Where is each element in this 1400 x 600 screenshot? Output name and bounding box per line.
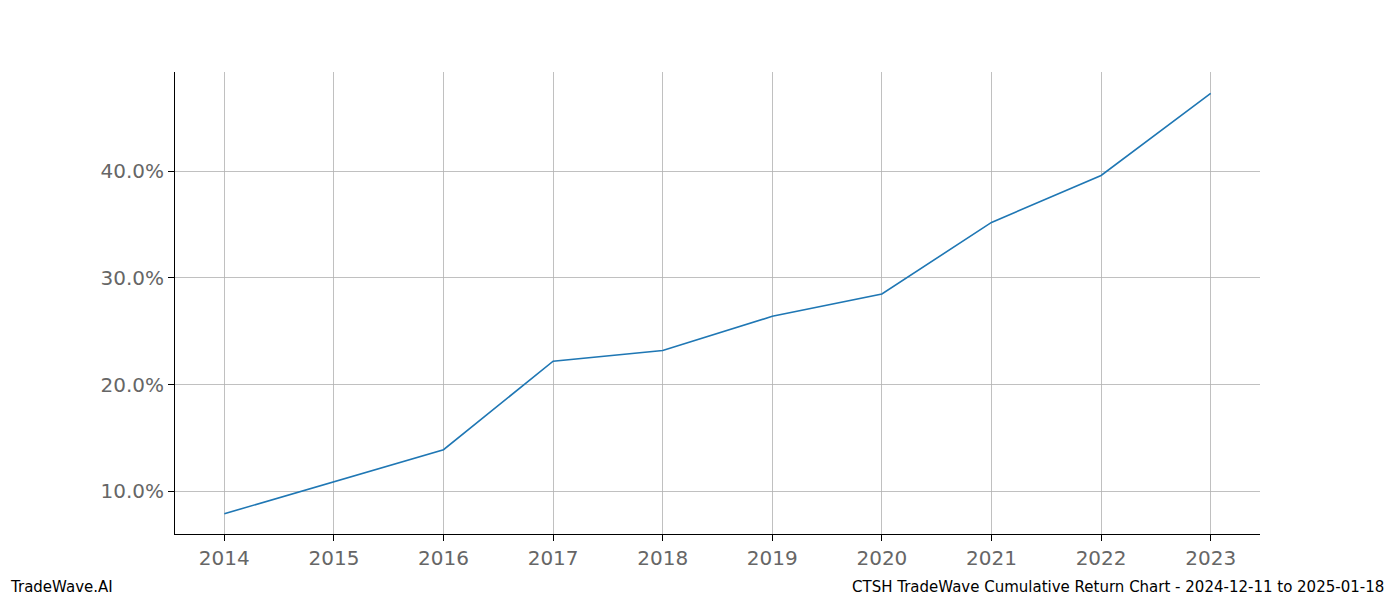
svg-text:TradeWave.AI: TradeWave.AI xyxy=(10,578,113,596)
svg-text:20.0%: 20.0% xyxy=(100,373,164,397)
svg-text:2015: 2015 xyxy=(308,546,359,570)
svg-text:30.0%: 30.0% xyxy=(100,266,164,290)
svg-text:10.0%: 10.0% xyxy=(100,479,164,503)
svg-text:2014: 2014 xyxy=(199,546,250,570)
svg-text:2019: 2019 xyxy=(747,546,798,570)
svg-text:40.0%: 40.0% xyxy=(100,159,164,183)
svg-text:2018: 2018 xyxy=(637,546,688,570)
svg-text:2016: 2016 xyxy=(418,546,469,570)
svg-text:2020: 2020 xyxy=(856,546,907,570)
svg-text:2023: 2023 xyxy=(1185,546,1236,570)
svg-text:2022: 2022 xyxy=(1076,546,1127,570)
svg-text:2021: 2021 xyxy=(966,546,1017,570)
svg-text:2017: 2017 xyxy=(528,546,579,570)
svg-text:CTSH TradeWave Cumulative Retu: CTSH TradeWave Cumulative Return Chart -… xyxy=(852,578,1384,596)
